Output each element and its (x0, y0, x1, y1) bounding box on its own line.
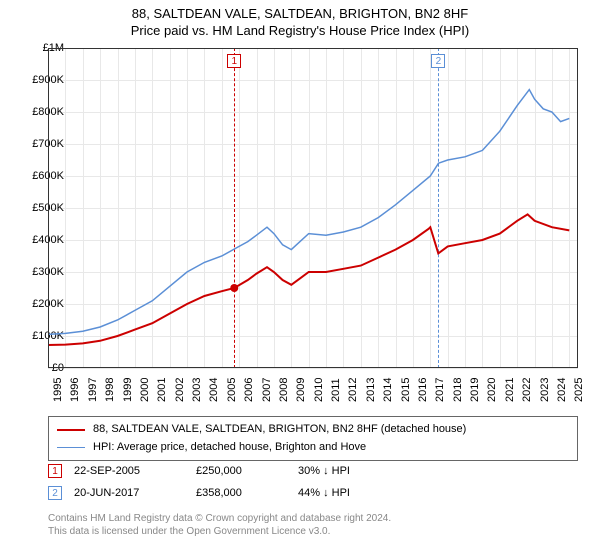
legend-label: 88, SALTDEAN VALE, SALTDEAN, BRIGHTON, B… (93, 421, 466, 439)
xtick-label: 2004 (208, 378, 220, 402)
xtick-label: 2016 (417, 378, 429, 402)
series-marker-point (230, 284, 238, 292)
legend-swatch (57, 429, 85, 431)
xtick-label: 2023 (539, 378, 551, 402)
transaction-price: £358,000 (196, 487, 286, 499)
xtick-label: 2008 (278, 378, 290, 402)
xtick-label: 2007 (261, 378, 273, 402)
xtick-label: 2011 (330, 378, 342, 402)
plot-svg (48, 48, 578, 368)
transaction-marker: 1 (48, 464, 62, 478)
xtick-label: 2015 (400, 378, 412, 402)
xtick-label: 2002 (174, 378, 186, 402)
xtick-label: 2024 (556, 378, 568, 402)
transaction-diff: 44% ↓ HPI (298, 487, 398, 499)
series-hpi (48, 90, 569, 335)
xtick-label: 1995 (52, 378, 64, 402)
transaction-diff: 30% ↓ HPI (298, 465, 398, 477)
attribution: Contains HM Land Registry data © Crown c… (48, 512, 578, 538)
attribution-line: This data is licensed under the Open Gov… (48, 525, 578, 538)
transaction-row: 1 22-SEP-2005 £250,000 30% ↓ HPI (48, 460, 578, 482)
xtick-label: 1998 (104, 378, 116, 402)
xtick-label: 2019 (469, 378, 481, 402)
xtick-label: 2001 (156, 378, 168, 402)
xtick-label: 2000 (139, 378, 151, 402)
xtick-label: 2014 (382, 378, 394, 402)
xtick-label: 2012 (347, 378, 359, 402)
xtick-label: 1996 (69, 378, 81, 402)
transaction-row: 2 20-JUN-2017 £358,000 44% ↓ HPI (48, 482, 578, 504)
xtick-label: 2021 (504, 378, 516, 402)
xtick-label: 2010 (313, 378, 325, 402)
legend-label: HPI: Average price, detached house, Brig… (93, 439, 366, 457)
xtick-label: 2017 (434, 378, 446, 402)
chart-subtitle: Price paid vs. HM Land Registry's House … (0, 23, 600, 40)
xtick-label: 2005 (226, 378, 238, 402)
xtick-label: 2003 (191, 378, 203, 402)
xtick-label: 2006 (243, 378, 255, 402)
xtick-label: 2022 (521, 378, 533, 402)
transaction-price: £250,000 (196, 465, 286, 477)
xtick-label: 2025 (573, 378, 585, 402)
xtick-label: 1999 (122, 378, 134, 402)
transaction-marker: 2 (48, 486, 62, 500)
transactions-table: 1 22-SEP-2005 £250,000 30% ↓ HPI 2 20-JU… (48, 460, 578, 504)
legend-item: HPI: Average price, detached house, Brig… (57, 439, 569, 457)
legend: 88, SALTDEAN VALE, SALTDEAN, BRIGHTON, B… (48, 416, 578, 461)
plot-area (48, 48, 578, 368)
attribution-line: Contains HM Land Registry data © Crown c… (48, 512, 578, 525)
chart-container: 88, SALTDEAN VALE, SALTDEAN, BRIGHTON, B… (0, 0, 600, 560)
xtick-label: 2009 (295, 378, 307, 402)
chart-title: 88, SALTDEAN VALE, SALTDEAN, BRIGHTON, B… (0, 0, 600, 23)
legend-swatch (57, 447, 85, 449)
legend-item: 88, SALTDEAN VALE, SALTDEAN, BRIGHTON, B… (57, 421, 569, 439)
xtick-label: 2020 (486, 378, 498, 402)
xtick-label: 2018 (452, 378, 464, 402)
transaction-date: 22-SEP-2005 (74, 465, 184, 477)
transaction-date: 20-JUN-2017 (74, 487, 184, 499)
xtick-label: 2013 (365, 378, 377, 402)
xtick-label: 1997 (87, 378, 99, 402)
